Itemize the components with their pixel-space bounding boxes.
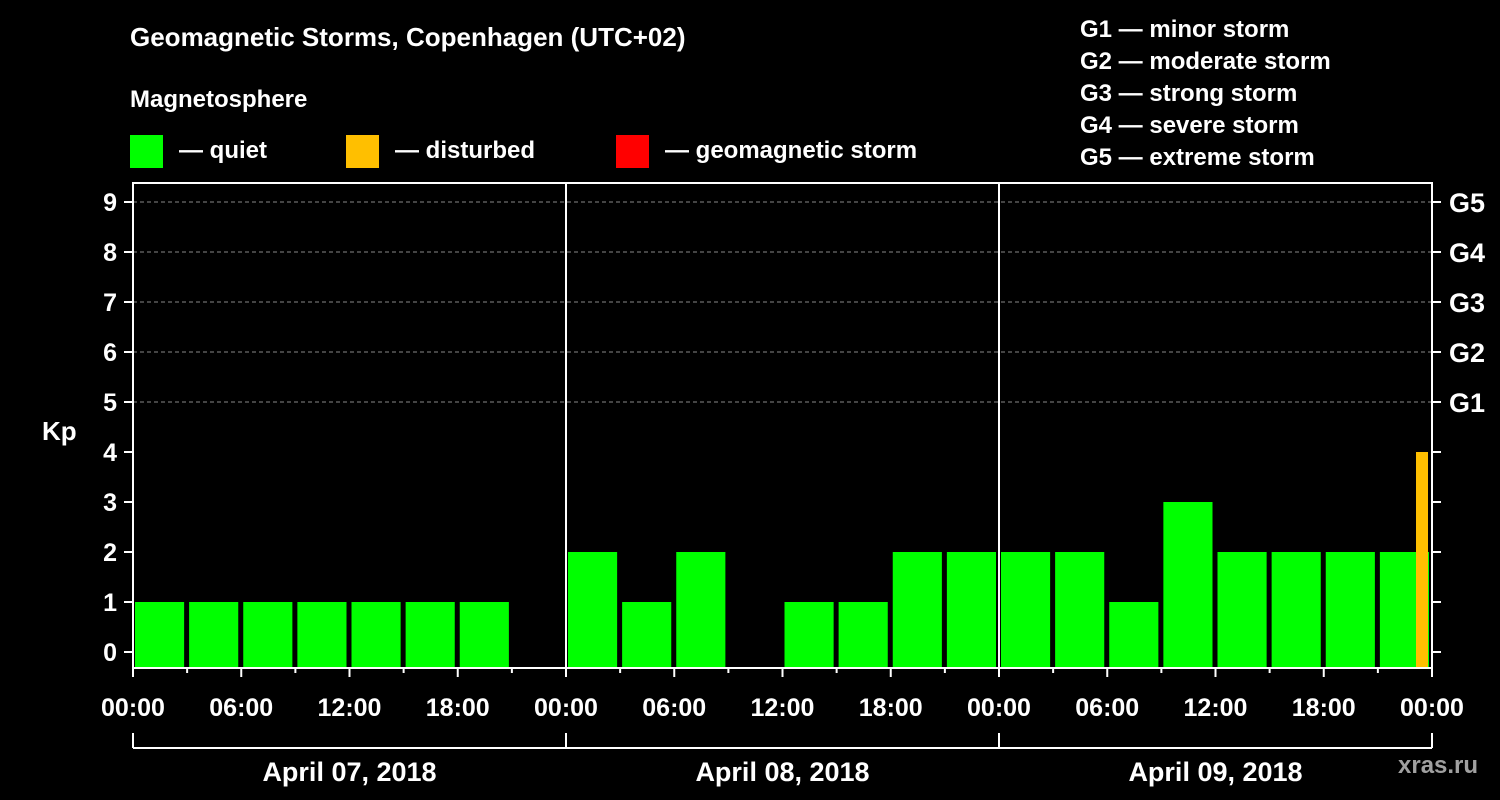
legend-label-disturbed: — disturbed <box>395 137 536 164</box>
storm-scale-g3: G3 — strong storm <box>1080 80 1298 107</box>
x-tick-label: 12:00 <box>751 694 815 722</box>
x-tick-label: 06:00 <box>1075 694 1139 722</box>
x-tick-label: 12:00 <box>1184 694 1248 722</box>
y-tick-label: 2 <box>103 539 117 567</box>
storm-scale-g1: G1 — minor storm <box>1080 16 1290 43</box>
x-tick-label: 12:00 <box>318 694 382 722</box>
kp-bar <box>622 602 672 668</box>
chart-title: Geomagnetic Storms, Copenhagen (UTC+02) <box>130 22 686 52</box>
g-level-label: G2 <box>1449 338 1485 368</box>
storm-scale-g4: G4 — severe storm <box>1080 112 1299 139</box>
g-level-label: G4 <box>1449 238 1485 268</box>
kp-bar-current <box>1416 452 1428 668</box>
kp-bar <box>1163 502 1213 668</box>
kp-bar <box>838 602 888 668</box>
legend-item-storm: — geomagnetic storm <box>616 134 917 168</box>
g-level-label: G1 <box>1449 388 1485 418</box>
y-tick-label: 3 <box>103 489 117 517</box>
y-tick-label: 5 <box>103 389 117 417</box>
kp-bar <box>1001 552 1051 668</box>
x-tick-label: 00:00 <box>967 694 1031 722</box>
legend-swatch-quiet <box>130 134 163 168</box>
x-tick-label: 06:00 <box>209 694 273 722</box>
kp-bar <box>568 552 618 668</box>
storm-scale-list: G1 — minor storm G2 — moderate storm G3 … <box>1080 14 1331 174</box>
kp-bar <box>351 602 401 668</box>
storm-scale-g5: G5 — extreme storm <box>1080 144 1315 171</box>
x-tick-label: 00:00 <box>534 694 598 722</box>
kp-bar <box>189 602 239 668</box>
g-level-label: G5 <box>1449 188 1485 218</box>
y-tick-label: 9 <box>103 189 117 217</box>
x-tick-label: 18:00 <box>859 694 923 722</box>
legend-item-quiet: — quiet <box>130 134 267 168</box>
y-tick-label: 8 <box>103 239 117 267</box>
y-tick-label: 0 <box>103 639 117 667</box>
g-level-label: G3 <box>1449 288 1485 318</box>
kp-bar <box>1109 602 1159 668</box>
kp-bar <box>243 602 293 668</box>
kp-bar <box>297 602 347 668</box>
y-axis-label: Kp <box>42 416 77 446</box>
legend-swatch-disturbed <box>346 134 379 168</box>
kp-bar <box>405 602 455 668</box>
credit-text[interactable]: xras.ru <box>1398 752 1479 779</box>
kp-bar <box>1271 552 1321 668</box>
kp-bar <box>1325 552 1375 668</box>
x-tick-label: 18:00 <box>1292 694 1356 722</box>
kp-bar <box>459 602 509 668</box>
x-tick-label: 18:00 <box>426 694 490 722</box>
kp-bar <box>135 602 185 668</box>
y-tick-label: 6 <box>103 339 117 367</box>
legend-label-quiet: — quiet <box>179 137 267 164</box>
kp-bar <box>1055 552 1105 668</box>
legend-swatch-storm <box>616 134 649 168</box>
x-tick-label: 00:00 <box>101 694 165 722</box>
day-label: April 09, 2018 <box>1128 757 1302 787</box>
kp-bar <box>892 552 942 668</box>
day-label: April 07, 2018 <box>262 757 436 787</box>
legend-label-storm: — geomagnetic storm <box>665 137 918 164</box>
legend-item-disturbed: — disturbed <box>346 134 535 168</box>
day-label: April 08, 2018 <box>695 757 869 787</box>
kp-bar <box>1217 552 1267 668</box>
y-tick-label: 7 <box>103 289 117 317</box>
kp-bar <box>784 602 834 668</box>
kp-bar <box>946 552 996 668</box>
legend-heading: Magnetosphere <box>130 86 308 113</box>
y-tick-label: 4 <box>103 439 117 467</box>
storm-scale-g2: G2 — moderate storm <box>1080 48 1331 75</box>
x-tick-label: 00:00 <box>1400 694 1464 722</box>
y-tick-label: 1 <box>103 589 117 617</box>
x-tick-label: 06:00 <box>642 694 706 722</box>
kp-bar <box>676 552 726 668</box>
